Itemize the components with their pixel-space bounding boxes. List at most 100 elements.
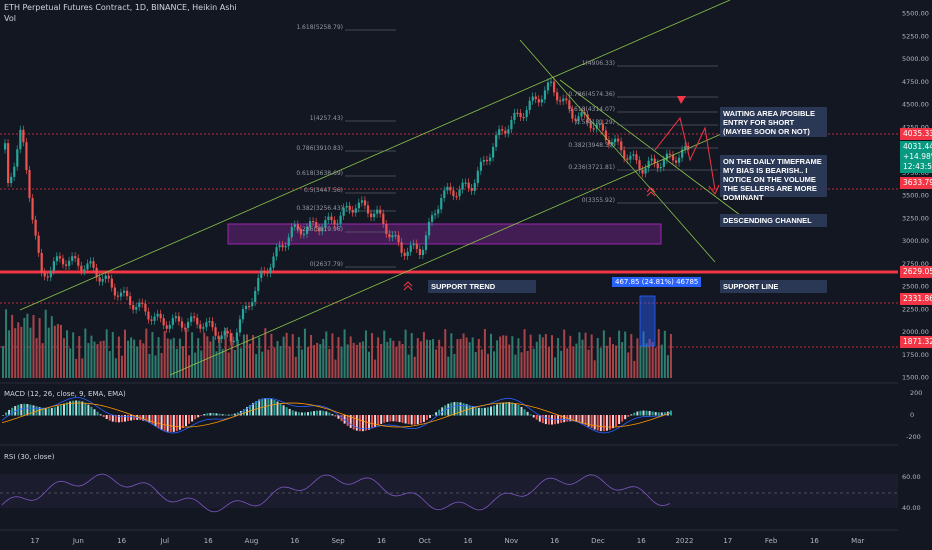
- candle-body: [278, 245, 281, 248]
- volume-bar: [645, 343, 648, 378]
- candle-body: [296, 224, 299, 229]
- volume-bar: [505, 335, 508, 378]
- candle-body: [635, 154, 638, 161]
- macd-label[interactable]: MACD (12, 26, close, 9, EMA, EMA): [4, 390, 126, 398]
- macd-histogram-bar: [435, 412, 438, 416]
- candle-body: [549, 81, 553, 83]
- candle-body: [470, 188, 473, 191]
- volume-label[interactable]: Vol: [4, 14, 16, 23]
- macd-histogram-bar: [209, 412, 212, 416]
- macd-histogram-bar: [425, 415, 428, 421]
- volume-bar: [81, 358, 84, 378]
- fib-label-right: 0(3355.92): [582, 197, 615, 204]
- fib-label-right: 0.618(4314.07): [568, 106, 615, 113]
- candle-body: [217, 335, 220, 339]
- volume-bar: [425, 339, 428, 378]
- volume-bar: [218, 337, 221, 378]
- volume-bar: [407, 354, 410, 378]
- candle-body: [40, 252, 43, 273]
- macd-histogram-bar: [316, 410, 319, 416]
- macd-histogram-bar: [392, 415, 395, 422]
- candle-body: [678, 157, 681, 163]
- up-arrows-marker: [403, 281, 413, 291]
- volume-bar: [547, 347, 550, 378]
- candle-body: [568, 100, 571, 110]
- macd-histogram-bar: [154, 415, 157, 427]
- candle-body: [126, 290, 129, 297]
- macd-histogram-bar: [346, 415, 349, 426]
- macd-histogram-bar: [422, 415, 425, 422]
- candle-body: [61, 258, 65, 265]
- macd-histogram-bar: [105, 415, 108, 420]
- volume-bar: [560, 350, 563, 378]
- volume-bar: [352, 342, 355, 378]
- macd-histogram-bar: [368, 415, 370, 430]
- fib-label-left: 0.786(3910.83): [296, 145, 343, 152]
- note-support-line[interactable]: SUPPORT LINE: [720, 280, 827, 293]
- price-tick: 5500.00: [902, 10, 929, 18]
- fib-label-right: 1(4906.33): [582, 60, 615, 67]
- volume-bar: [630, 334, 633, 378]
- note-descending-channel[interactable]: DESCENDING CHANNEL: [720, 214, 827, 227]
- macd-histogram-bar: [541, 415, 544, 424]
- macd-histogram-bar: [328, 412, 331, 416]
- candle-body: [10, 176, 13, 184]
- time-tick: 16: [810, 537, 819, 545]
- macd-histogram-bar: [300, 412, 303, 416]
- note-support-trend[interactable]: SUPPORT TREND: [428, 280, 536, 293]
- candle-body: [452, 190, 455, 197]
- volume-bar: [502, 335, 505, 378]
- channel-upper: [19, 0, 731, 311]
- candle-body: [232, 340, 235, 343]
- candle-body: [254, 290, 257, 303]
- note-waiting-area[interactable]: WAITING AREA /POSIBLE ENTRY FOR SHORT (M…: [720, 107, 827, 137]
- macd-histogram-bar: [590, 415, 593, 429]
- macd-histogram-bar: [114, 415, 117, 423]
- chart-title[interactable]: ETH Perpetual Futures Contract, 1D, BINA…: [4, 3, 237, 12]
- volume-bar: [69, 348, 72, 378]
- candle-body: [141, 302, 144, 304]
- volume-bar: [166, 338, 169, 378]
- candle-body: [385, 223, 388, 234]
- macd-histogram-bar: [267, 398, 270, 416]
- candle-body: [467, 182, 470, 189]
- rsi-band: [0, 474, 898, 508]
- candle-body: [440, 198, 443, 210]
- rsi-label[interactable]: RSI (30, close): [4, 453, 55, 461]
- volume-bar: [145, 328, 148, 378]
- macd-histogram-bar: [191, 415, 194, 422]
- candle-body: [620, 141, 623, 151]
- rsi-line: [1, 473, 671, 513]
- candle-body: [418, 248, 421, 256]
- price-tick: 1750.00: [902, 351, 929, 359]
- macd-histogram-bar: [130, 415, 133, 421]
- macd-histogram-bar: [544, 415, 547, 425]
- time-tick: Aug: [245, 537, 259, 545]
- candle-body: [504, 130, 507, 134]
- volume-bar: [474, 352, 477, 378]
- macd-histogram-bar: [297, 412, 300, 416]
- candle-body: [434, 213, 437, 216]
- macd-histogram-bar: [657, 412, 660, 416]
- macd-histogram-bar: [493, 405, 496, 416]
- volume-bar: [480, 349, 483, 378]
- volume-bar: [337, 337, 340, 378]
- candle-body: [495, 135, 498, 147]
- volume-bar: [215, 351, 218, 378]
- macd-histogram-bar: [276, 401, 279, 416]
- volume-bar: [669, 334, 672, 378]
- volume-bar: [56, 324, 59, 378]
- macd-line: [1, 397, 671, 434]
- candle-body: [348, 205, 351, 210]
- descending-channel-mid: [559, 79, 741, 216]
- candle-body: [248, 305, 251, 308]
- volume-bar: [120, 355, 123, 378]
- candle-body: [74, 256, 77, 259]
- badge-change: +14.98%: [900, 151, 932, 163]
- macd-histogram-bar: [447, 403, 450, 416]
- candle-body: [168, 324, 171, 329]
- note-daily-bias[interactable]: ON THE DAILY TIMEFRAME MY BIAS IS BEARIS…: [720, 155, 827, 202]
- volume-bar: [233, 350, 236, 378]
